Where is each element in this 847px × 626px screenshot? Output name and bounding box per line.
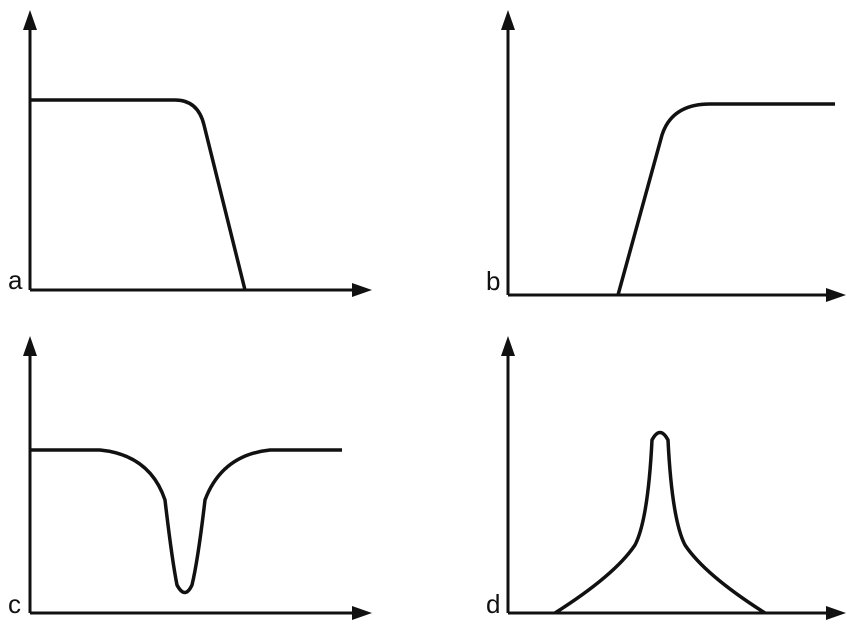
curve [30, 98, 247, 291]
arrowheads [501, 336, 846, 620]
panel-label: d [486, 589, 500, 619]
curve [616, 102, 835, 296]
arrowheads [23, 10, 372, 297]
axes [28, 348, 358, 615]
panel-label: a [8, 265, 23, 295]
panel-a: a [8, 10, 372, 297]
curve [554, 430, 766, 615]
curve [30, 448, 342, 595]
panel-label: c [8, 589, 21, 619]
panel-b: b [486, 10, 846, 302]
panel-label: b [486, 266, 500, 296]
axes [28, 22, 358, 292]
panel-c: c [8, 336, 372, 620]
arrowheads [501, 10, 846, 302]
arrowheads [23, 336, 372, 620]
panel-d: d [486, 336, 846, 620]
axes [506, 348, 832, 615]
axes [506, 22, 832, 297]
